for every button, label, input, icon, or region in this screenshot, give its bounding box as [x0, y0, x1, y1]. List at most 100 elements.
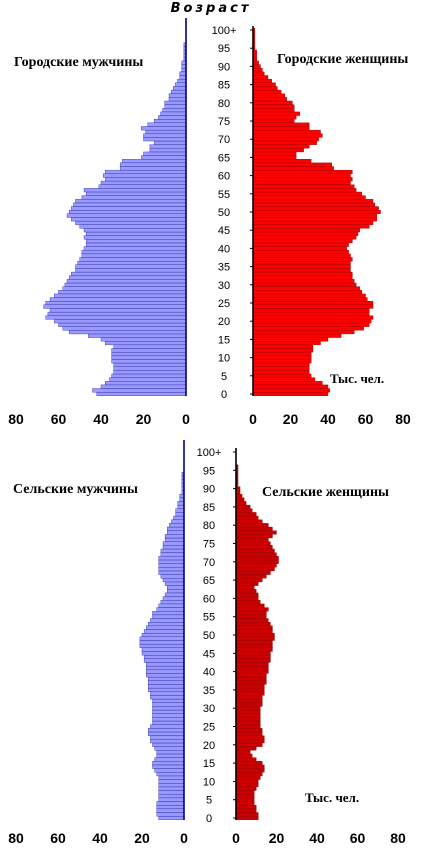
bar-age-25	[150, 724, 185, 729]
bar-age-8	[113, 362, 187, 367]
bar-age-20	[152, 742, 185, 747]
age-tick-label: 25	[218, 298, 230, 310]
bar-age-3	[156, 805, 185, 810]
bar-age-15	[252, 337, 329, 342]
bar-age-81	[171, 519, 185, 524]
bar-age-34	[252, 268, 351, 273]
bar-age-16	[88, 333, 187, 338]
age-tick-label: 90	[218, 61, 230, 73]
bar-age-76	[164, 537, 185, 542]
bar-age-56	[252, 188, 357, 193]
bar-age-7	[252, 366, 310, 371]
bar-age-39	[146, 673, 185, 678]
bar-age-10	[158, 779, 185, 784]
bar-age-38	[81, 253, 187, 258]
bar-age-65	[141, 155, 187, 160]
female-bars	[252, 28, 381, 396]
bar-age-59	[105, 177, 187, 182]
bar-age-2	[252, 384, 329, 389]
bar-age-26	[49, 297, 187, 302]
bar-age-67	[158, 570, 185, 575]
bar-age-22	[252, 311, 370, 316]
bar-age-71	[158, 556, 185, 561]
age-tick-label: 30	[203, 703, 215, 715]
age-tick-label: 20	[218, 316, 230, 328]
bar-age-4	[109, 377, 187, 382]
bar-age-88	[235, 493, 243, 498]
bar-age-51	[235, 629, 273, 634]
bar-age-50	[235, 632, 275, 638]
bar-age-87	[179, 75, 187, 80]
bar-age-66	[252, 151, 297, 156]
bar-age-88	[252, 71, 265, 76]
age-tick-label: 70	[203, 557, 215, 569]
bar-age-25	[252, 301, 374, 305]
bar-age-28	[58, 290, 187, 295]
bar-age-67	[235, 570, 271, 575]
bar-age-64	[252, 159, 312, 164]
bar-age-42	[252, 239, 353, 244]
bar-age-2	[100, 384, 187, 389]
bar-age-21	[45, 315, 187, 320]
age-tick-label: 5	[206, 795, 212, 807]
bar-age-50	[68, 210, 187, 214]
bar-age-86	[177, 78, 187, 83]
bar-age-35	[75, 264, 187, 269]
bar-age-38	[252, 253, 351, 258]
bar-age-75	[252, 119, 295, 123]
bar-age-19	[235, 746, 257, 751]
bar-age-37	[252, 257, 353, 262]
age-tick-label: 45	[218, 225, 230, 237]
bar-age-46	[141, 647, 185, 652]
bar-age-7	[158, 790, 185, 795]
age-tick-label: 75	[203, 539, 215, 551]
bar-age-0	[158, 815, 185, 821]
bar-age-73	[235, 548, 275, 553]
age-tick-label: 25	[203, 722, 215, 734]
bar-age-41	[146, 665, 185, 670]
male-x-tick: 80	[8, 411, 24, 427]
bar-age-71	[143, 133, 187, 138]
bar-age-61	[105, 169, 187, 174]
bar-age-32	[152, 698, 185, 703]
bar-age-14	[105, 341, 187, 346]
bar-age-87	[252, 75, 269, 80]
bar-age-3	[105, 381, 187, 386]
male-x-tick: 60	[51, 411, 67, 427]
unit-label: Тыс. чел.	[305, 790, 359, 805]
bar-age-78	[162, 108, 187, 113]
bar-age-58	[100, 180, 187, 185]
bar-age-60	[235, 596, 259, 601]
bar-age-62	[235, 589, 257, 594]
bar-age-85	[177, 504, 185, 509]
bar-age-81	[168, 97, 187, 102]
female-x-tick: 60	[358, 411, 374, 427]
bar-age-21	[235, 739, 265, 744]
bar-age-66	[143, 151, 187, 156]
bar-age-80	[164, 100, 187, 105]
bar-age-51	[143, 629, 185, 634]
bar-age-28	[235, 713, 261, 718]
bar-age-27	[54, 293, 187, 298]
age-tick-label: 35	[218, 262, 230, 274]
bar-age-9	[158, 783, 185, 788]
bar-age-55	[235, 614, 267, 619]
bar-age-40	[235, 669, 269, 674]
bar-age-28	[252, 290, 362, 295]
bar-age-36	[252, 260, 351, 265]
bar-age-70	[235, 559, 279, 564]
bar-age-77	[160, 111, 187, 116]
bar-age-10	[111, 355, 187, 360]
bar-age-42	[235, 662, 269, 667]
bar-age-33	[252, 271, 353, 276]
bar-age-0	[235, 815, 259, 821]
bar-age-29	[152, 709, 185, 714]
bar-age-84	[175, 508, 185, 513]
bar-age-7	[235, 790, 255, 795]
age-tick-label: 30	[218, 280, 230, 292]
bar-age-6	[235, 794, 255, 799]
bar-age-19	[154, 746, 185, 751]
bar-age-11	[158, 775, 185, 780]
bar-age-31	[152, 702, 185, 707]
bar-age-47	[139, 643, 185, 648]
